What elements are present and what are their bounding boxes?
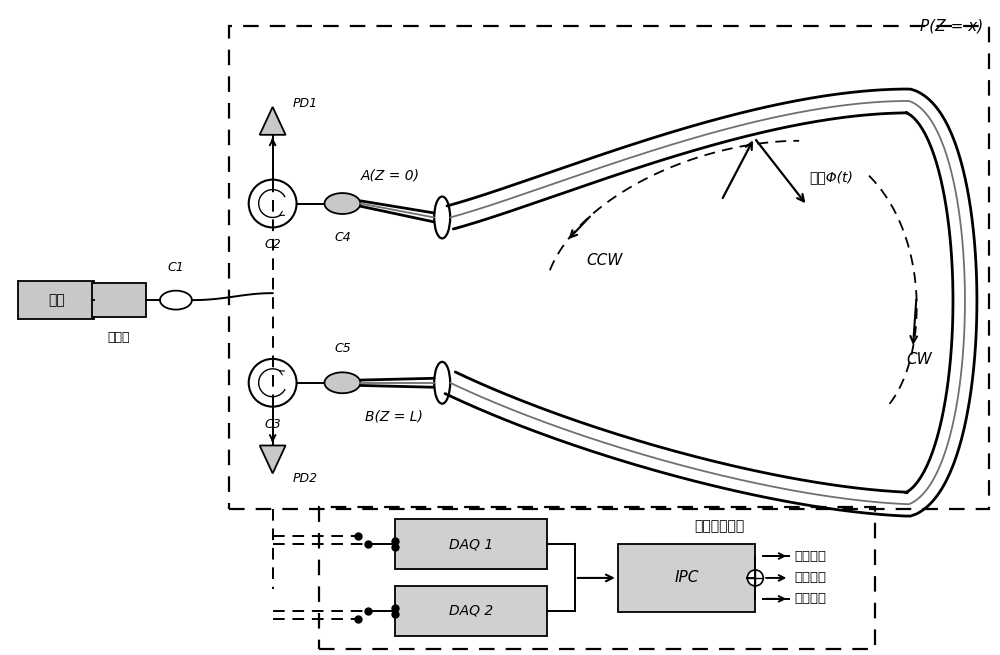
Ellipse shape	[324, 372, 360, 393]
Text: 隔离器: 隔离器	[108, 331, 130, 345]
Circle shape	[249, 179, 297, 227]
Text: C3: C3	[265, 418, 281, 430]
Text: 激光: 激光	[48, 293, 65, 307]
Text: DAQ 2: DAQ 2	[449, 604, 493, 618]
Ellipse shape	[324, 193, 360, 214]
Bar	[18, 281, 94, 319]
Circle shape	[747, 570, 763, 586]
Polygon shape	[260, 107, 286, 135]
Text: IPC: IPC	[674, 571, 699, 586]
Text: CW: CW	[906, 352, 932, 367]
Text: 扰动Φ(t): 扰动Φ(t)	[809, 171, 853, 185]
Text: C1: C1	[168, 261, 184, 274]
Text: B(Z = L): B(Z = L)	[365, 409, 423, 424]
FancyBboxPatch shape	[395, 519, 547, 569]
Text: PD2: PD2	[293, 472, 318, 485]
Text: C4: C4	[334, 231, 351, 244]
Ellipse shape	[434, 362, 450, 403]
Polygon shape	[260, 445, 286, 474]
Text: 入侵定位: 入侵定位	[794, 592, 826, 605]
Bar	[319, 507, 875, 648]
Bar	[229, 26, 989, 509]
Text: C5: C5	[334, 342, 351, 355]
Text: P(Z = x): P(Z = x)	[920, 18, 984, 33]
Bar	[92, 283, 146, 317]
Text: DAQ 1: DAQ 1	[449, 537, 493, 551]
Text: C2: C2	[265, 238, 281, 252]
Text: 传感光纤电缆: 传感光纤电缆	[694, 519, 745, 533]
Text: A(Z = 0): A(Z = 0)	[360, 168, 419, 183]
Text: 端点检测: 端点检测	[794, 550, 826, 563]
FancyBboxPatch shape	[618, 544, 755, 612]
Ellipse shape	[434, 196, 450, 238]
FancyBboxPatch shape	[395, 586, 547, 636]
Text: 事件分类: 事件分类	[794, 571, 826, 584]
Ellipse shape	[160, 291, 192, 310]
Text: CCW: CCW	[587, 253, 623, 268]
Circle shape	[249, 359, 297, 407]
Text: PD1: PD1	[293, 98, 318, 111]
